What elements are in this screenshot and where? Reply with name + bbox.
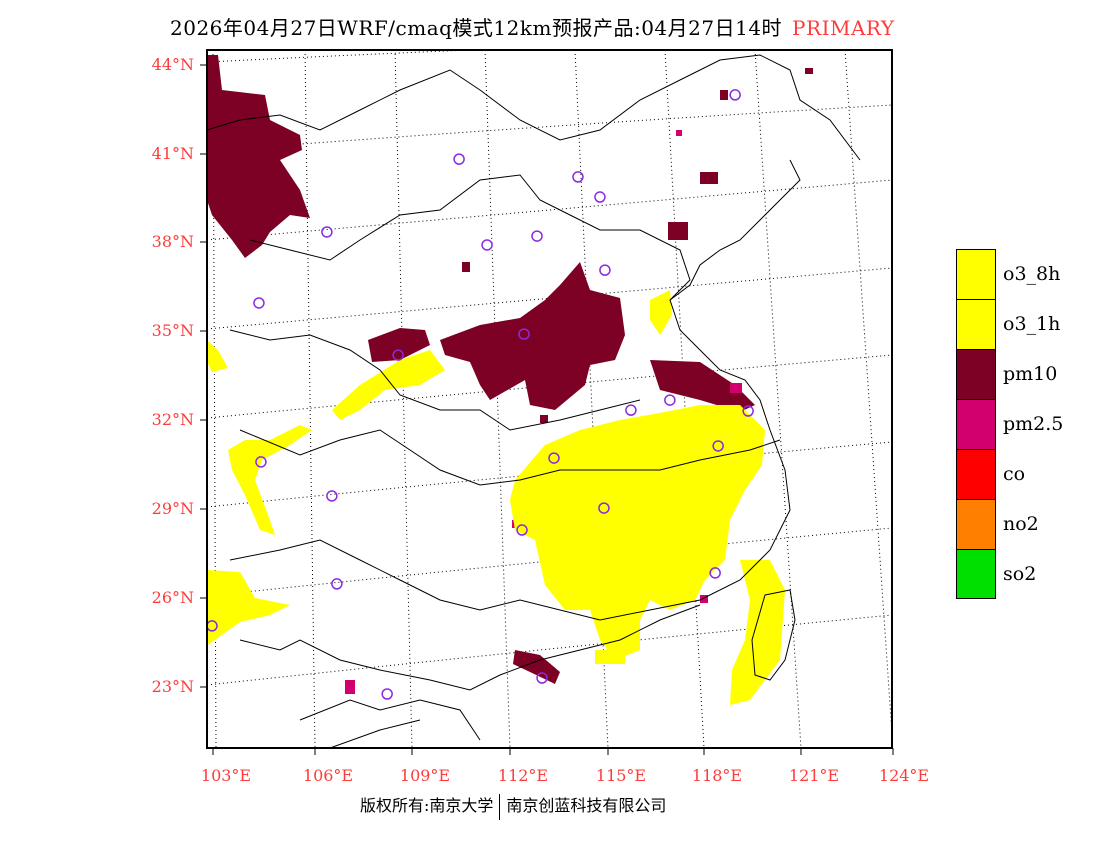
- lat-label: 38°N: [151, 232, 194, 251]
- copyright-left: 版权所有:南京大学: [360, 796, 494, 815]
- station-marker: [255, 456, 267, 468]
- legend-swatch: [956, 549, 996, 599]
- legend-swatch: [956, 299, 996, 349]
- legend-item-o3-1h: o3_1h: [956, 299, 1063, 349]
- lon-label: 103°E: [200, 766, 252, 785]
- legend-label: co: [1003, 463, 1026, 485]
- station-marker: [598, 502, 610, 514]
- lon-label: 109°E: [399, 766, 451, 785]
- legend-swatch: [956, 399, 996, 449]
- legend-item-so2: so2: [956, 549, 1063, 599]
- map-frame: [206, 49, 893, 749]
- station-marker: [381, 688, 393, 700]
- station-markers: [207, 89, 754, 700]
- station-marker: [742, 405, 754, 417]
- station-marker: [481, 239, 493, 251]
- legend-label: no2: [1003, 513, 1039, 535]
- lat-label: 44°N: [151, 55, 194, 74]
- lon-label: 121°E: [788, 766, 840, 785]
- station-marker: [729, 89, 741, 101]
- station-marker: [664, 394, 676, 406]
- axis-ticks: [200, 64, 894, 755]
- lat-label: 26°N: [151, 588, 194, 607]
- station-marker: [712, 440, 724, 452]
- lon-label: 118°E: [691, 766, 743, 785]
- legend-label: pm10: [1003, 363, 1058, 385]
- legend-label: pm2.5: [1003, 413, 1064, 435]
- title-primary: PRIMARY: [792, 16, 895, 40]
- station-marker: [536, 672, 548, 684]
- lon-label: 115°E: [595, 766, 647, 785]
- station-marker: [331, 578, 343, 590]
- title-text: 2026年04月27日WRF/cmaq模式12km预报产品:04月27日14时: [170, 16, 783, 40]
- lon-label: 112°E: [497, 766, 549, 785]
- station-marker: [321, 226, 333, 238]
- station-marker: [392, 349, 404, 361]
- lat-label: 35°N: [151, 321, 194, 340]
- legend-swatch: [956, 449, 996, 499]
- station-marker: [516, 524, 528, 536]
- lat-label: 32°N: [151, 410, 194, 429]
- station-marker: [518, 328, 530, 340]
- lat-label: 29°N: [151, 499, 194, 518]
- copyright-right: 南京创蓝科技有限公司: [506, 796, 667, 815]
- legend-item-no2: no2: [956, 499, 1063, 549]
- legend-label: o3_8h: [1003, 263, 1061, 285]
- lat-label: 41°N: [151, 144, 194, 163]
- map-title: 2026年04月27日WRF/cmaq模式12km预报产品:04月27日14时 P…: [170, 12, 895, 41]
- legend-label: so2: [1003, 563, 1037, 585]
- o3-regions: [207, 290, 785, 705]
- station-marker: [253, 297, 265, 309]
- legend-item-o3-8h: o3_8h: [956, 249, 1063, 299]
- lon-label: 124°E: [878, 766, 930, 785]
- copyright: 版权所有:南京大学 南京创蓝科技有限公司: [360, 792, 666, 820]
- legend-swatch: [956, 349, 996, 399]
- legend-label: o3_1h: [1003, 313, 1061, 335]
- legend-swatch: [956, 249, 996, 299]
- legend-item-pm10: pm10: [956, 349, 1063, 399]
- station-marker: [709, 567, 721, 579]
- station-marker: [548, 452, 560, 464]
- station-marker: [453, 153, 465, 165]
- station-marker: [625, 404, 637, 416]
- station-marker: [572, 171, 584, 183]
- station-marker: [531, 230, 543, 242]
- legend-item-co: co: [956, 449, 1063, 499]
- lat-label: 23°N: [151, 677, 194, 696]
- station-marker: [326, 490, 338, 502]
- pm10-regions: [207, 55, 813, 684]
- legend-swatch: [956, 499, 996, 549]
- station-marker: [599, 264, 611, 276]
- lon-label: 106°E: [302, 766, 354, 785]
- legend-item-pm25: pm2.5: [956, 399, 1063, 449]
- boundaries: [207, 54, 861, 748]
- station-marker: [594, 191, 606, 203]
- legend: o3_8h o3_1h pm10 pm2.5 co no2 so2: [956, 249, 1063, 599]
